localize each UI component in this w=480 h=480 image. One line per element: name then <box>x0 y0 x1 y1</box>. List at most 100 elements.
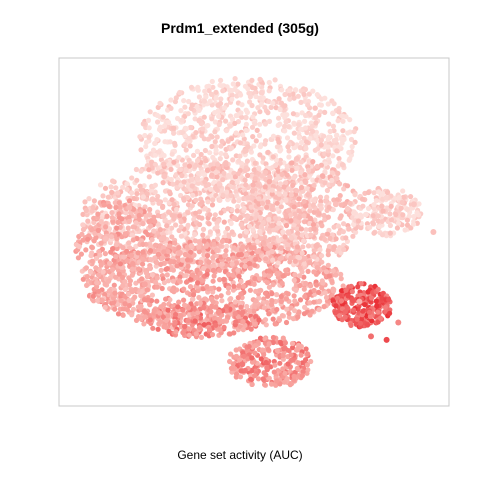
cloud-dot <box>274 348 280 354</box>
cloud-dot <box>114 225 120 231</box>
cloud-dot <box>154 137 160 143</box>
cloud-dot <box>255 105 261 111</box>
cloud-dot <box>335 170 341 176</box>
cloud-dot <box>129 312 135 318</box>
cloud-dot <box>275 122 281 128</box>
cloud-dot <box>155 170 161 176</box>
cloud-dot <box>225 225 231 232</box>
cloud-dot <box>284 163 290 169</box>
cloud-dot <box>216 181 222 187</box>
cloud-dot <box>101 202 107 208</box>
cloud-dot <box>291 175 297 181</box>
cloud-dot <box>179 117 185 123</box>
cloud-dot <box>388 217 395 223</box>
cloud-dot <box>331 224 337 230</box>
cloud-dot <box>255 248 261 255</box>
cloud-dot <box>252 321 258 327</box>
cloud-dot <box>256 196 262 202</box>
cloud-dot <box>270 100 276 106</box>
cloud-dot <box>213 95 219 101</box>
cloud-dot <box>314 163 320 170</box>
cloud-dot <box>110 178 116 184</box>
cloud-dot <box>178 313 184 319</box>
cloud-dot <box>323 198 329 204</box>
cloud-dot <box>161 280 167 286</box>
cloud-dot <box>126 297 132 303</box>
cloud-dot <box>258 356 264 362</box>
cloud-dot <box>262 317 269 323</box>
cloud-dot <box>246 343 252 350</box>
cloud-dot <box>185 263 191 269</box>
cloud-dot <box>200 232 206 238</box>
cloud-dot <box>362 302 368 308</box>
cloud-dot <box>274 206 280 212</box>
cloud-dot <box>256 132 263 139</box>
cloud-dot <box>146 134 152 140</box>
cloud-dot <box>182 133 188 139</box>
cloud-dot <box>140 256 146 262</box>
cloud-dot <box>227 87 233 93</box>
cloud-dot <box>220 88 226 94</box>
cloud-dot <box>150 325 156 331</box>
cloud-dot <box>243 114 249 120</box>
cloud-dot <box>263 372 269 378</box>
cloud-dot <box>178 182 184 188</box>
cloud-dot <box>287 259 293 265</box>
cloud-dot <box>115 190 121 196</box>
cloud-dot <box>368 295 375 301</box>
cloud-dot <box>241 205 247 212</box>
data-point <box>176 249 183 256</box>
cloud-dot <box>318 205 324 211</box>
cloud-dot <box>115 219 121 225</box>
cloud-dot <box>371 230 377 236</box>
cloud-dot <box>164 266 170 272</box>
cloud-dot <box>293 87 299 93</box>
cloud-dot <box>302 118 308 124</box>
data-point <box>383 336 390 343</box>
data-point <box>332 201 339 208</box>
cloud-dot <box>228 365 234 371</box>
cloud-dot <box>187 124 194 131</box>
cloud-dot <box>209 78 215 85</box>
cloud-dot <box>257 228 263 234</box>
cloud-dot <box>343 287 349 293</box>
cloud-dot <box>242 263 248 269</box>
cloud-dot <box>336 109 342 115</box>
cloud-dot <box>124 181 130 187</box>
cloud-dot <box>283 267 289 273</box>
cloud-dot <box>165 119 172 125</box>
cloud-dot <box>233 153 239 159</box>
cloud-dot <box>143 213 149 219</box>
cloud-dot <box>111 299 117 305</box>
cloud-dot <box>213 89 219 95</box>
cloud-dot <box>144 287 150 293</box>
cloud-dot <box>217 327 223 333</box>
cloud-dot <box>322 180 328 186</box>
cloud-dot <box>174 263 180 269</box>
cloud-dot <box>311 299 317 305</box>
cloud-dot <box>265 250 271 256</box>
cloud-dot <box>192 231 198 238</box>
cloud-dot <box>282 103 288 109</box>
cloud-dot <box>336 144 342 150</box>
cloud-dot <box>245 172 251 179</box>
cloud-dot <box>182 230 188 236</box>
cloud-dot <box>210 255 216 261</box>
cloud-dot <box>256 165 262 171</box>
cloud-dot <box>232 120 238 126</box>
cloud-dot <box>80 276 86 282</box>
cloud-dot <box>198 334 205 340</box>
cloud-dot <box>276 186 283 192</box>
cloud-dot <box>181 196 187 202</box>
cloud-dot <box>232 76 238 82</box>
cloud-dot <box>82 199 88 205</box>
cloud-dot <box>257 276 263 282</box>
cloud-dot <box>267 243 273 249</box>
cloud-dot <box>316 211 322 217</box>
cloud-dot <box>136 216 142 222</box>
cloud-dot <box>290 316 296 322</box>
cloud-dot <box>173 329 179 335</box>
cloud-dot <box>235 203 241 210</box>
cloud-dot <box>311 269 317 275</box>
cloud-dot <box>394 225 400 231</box>
